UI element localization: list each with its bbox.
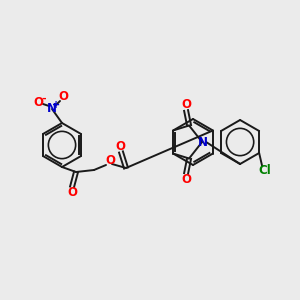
Text: N: N (198, 136, 208, 148)
Text: O: O (58, 91, 68, 103)
Text: N: N (47, 103, 57, 116)
Text: O: O (33, 97, 43, 110)
Text: +: + (52, 100, 60, 110)
Text: O: O (115, 140, 125, 152)
Text: O: O (181, 173, 191, 186)
Text: Cl: Cl (259, 164, 272, 178)
Text: -: - (42, 94, 46, 104)
Text: O: O (181, 98, 191, 111)
Text: O: O (67, 187, 77, 200)
Text: O: O (105, 154, 115, 167)
